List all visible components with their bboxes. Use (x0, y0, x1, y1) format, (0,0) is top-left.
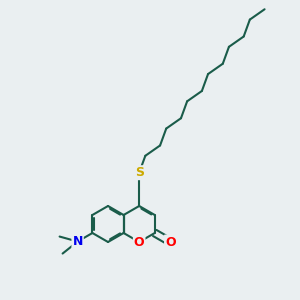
Text: O: O (134, 236, 145, 248)
Text: N: N (72, 235, 83, 248)
Text: O: O (165, 236, 176, 248)
Text: S: S (135, 166, 144, 179)
